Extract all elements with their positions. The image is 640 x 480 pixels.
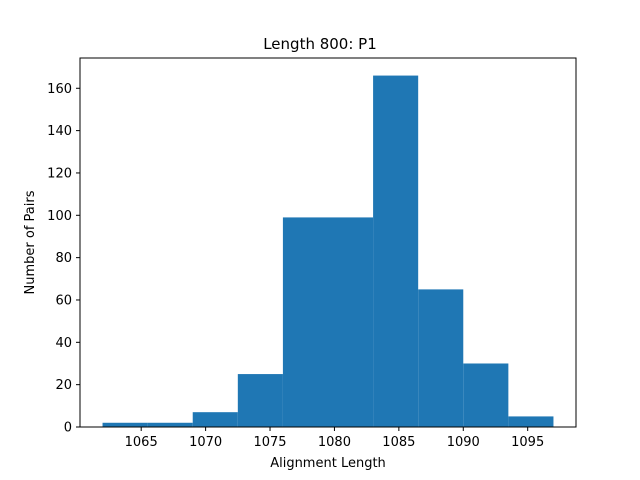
x-tick-label: 1070	[189, 435, 222, 450]
histogram-bar	[463, 363, 509, 427]
x-tick-label: 1080	[318, 435, 351, 450]
histogram-bar	[237, 374, 283, 427]
histogram-bar	[147, 422, 193, 427]
y-axis-ticks: 0 20 40 60 80 100 120 140 160	[47, 82, 80, 436]
y-axis-label: Number of Pairs	[23, 190, 38, 294]
histogram-bar	[373, 75, 419, 428]
x-tick-label: 1065	[125, 435, 158, 450]
y-tick-label: 80	[55, 251, 72, 266]
y-tick-label: 140	[47, 124, 72, 139]
histogram-bar	[102, 422, 148, 427]
x-tick-label: 1075	[253, 435, 286, 450]
histogram-bar	[418, 289, 464, 427]
x-axis-label: Alignment Length	[270, 456, 386, 471]
y-tick-label: 120	[47, 166, 72, 181]
y-tick-label: 0	[64, 421, 72, 436]
y-tick-label: 20	[55, 378, 72, 393]
bars-group	[102, 75, 554, 428]
y-tick-label: 160	[47, 82, 72, 97]
plot-frame	[79, 57, 577, 428]
y-tick-label: 60	[55, 293, 72, 308]
chart-title: Length 800: P1	[263, 35, 377, 53]
histogram-bar	[328, 217, 374, 427]
x-tick-label: 1090	[447, 435, 480, 450]
y-tick-label: 100	[47, 209, 72, 224]
y-tick-label: 40	[55, 336, 72, 351]
x-tick-label: 1085	[382, 435, 415, 450]
histogram-bar	[508, 416, 554, 427]
histogram-bar	[192, 412, 238, 427]
x-axis-ticks: 1065 1070 1075 1080 1085 1090 1095	[125, 427, 544, 450]
x-tick-label: 1095	[511, 435, 544, 450]
histogram-bar	[282, 217, 328, 427]
